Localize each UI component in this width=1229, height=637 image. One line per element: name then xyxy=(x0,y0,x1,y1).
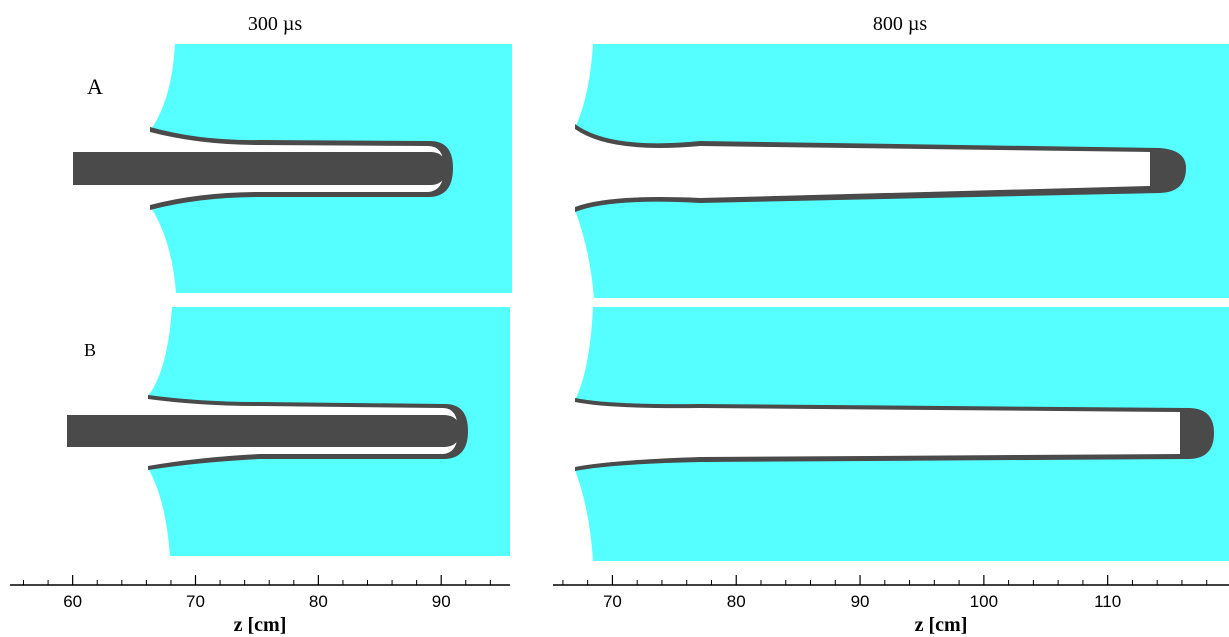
x-tick-label: 80 xyxy=(309,592,328,611)
panel-a-800 xyxy=(575,44,1229,298)
x-tick-label: 70 xyxy=(603,592,622,611)
column-title: 300 µs xyxy=(248,13,303,35)
figure: 300 µs 800 µs A B 60 70 80 90 z [cm] 70 80 90 10… xyxy=(0,0,1229,637)
row-label: B xyxy=(84,340,96,360)
x-tick-label: 90 xyxy=(432,592,451,611)
x-tick-label: 70 xyxy=(186,592,205,611)
x-tick-label: 110 xyxy=(1094,592,1121,611)
page: 300 µs 800 µs A B 60 70 80 90 z [cm] 70 80 90 10… xyxy=(0,0,1229,637)
x-tick-label: 60 xyxy=(63,592,82,611)
panel-b-800 xyxy=(575,307,1229,561)
x-axis-label: z [cm] xyxy=(915,614,968,636)
x-tick-label: 80 xyxy=(727,592,746,611)
panel-b-300 xyxy=(67,307,510,556)
x-tick-label: 100 xyxy=(970,592,998,611)
x-axis-label: z [cm] xyxy=(234,614,287,636)
x-tick-label: 90 xyxy=(851,592,870,611)
column-title: 800 µs xyxy=(873,13,928,35)
row-label: A xyxy=(87,74,103,99)
panel-a-300 xyxy=(73,44,512,293)
